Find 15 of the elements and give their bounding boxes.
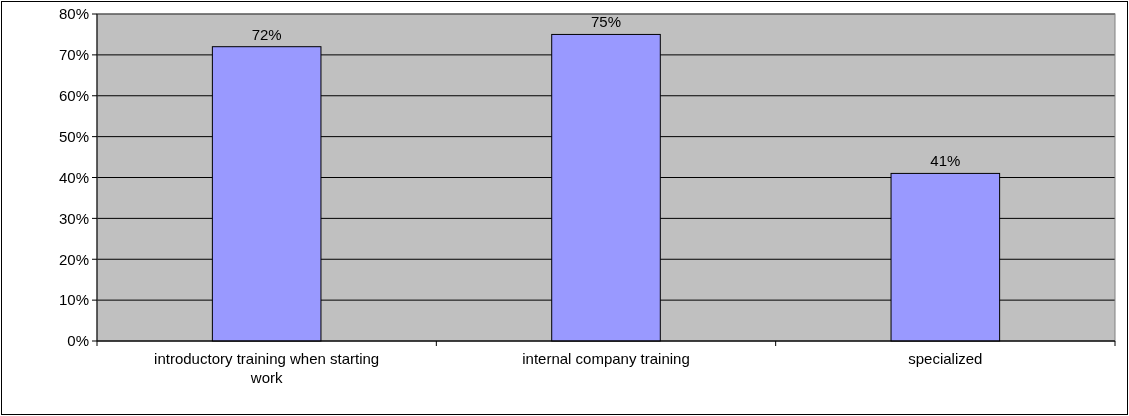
x-tick-label: introductory training when starting work [154,350,380,386]
y-tick-label: 10% [58,291,89,309]
y-tick-label: 50% [58,127,89,145]
y-tick-label: 80% [58,5,89,23]
y-tick-label: 40% [58,168,89,186]
data-label: 75% [590,13,622,31]
y-tick-label: 20% [58,250,89,268]
y-tick-label: 60% [58,87,89,104]
data-label: 41% [930,152,961,170]
x-tick-label: specialized [908,350,983,367]
y-tick-label: 70% [58,46,89,64]
y-tick-label: 0% [67,332,89,350]
y-tick-label: 30% [58,209,89,227]
data-label: 72% [251,25,282,43]
x-tick-label: internal company training [522,350,690,367]
